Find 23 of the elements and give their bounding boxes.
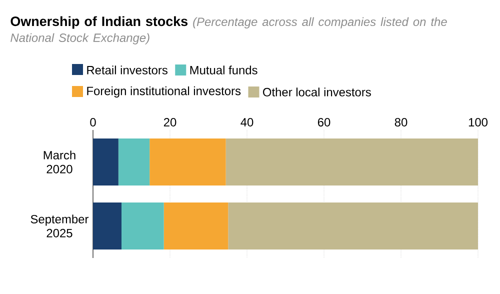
legend-label: Other local investors [262,88,371,96]
bar [118,138,150,186]
y-tick-label: March 2020 [44,150,76,174]
bar [93,138,118,186]
bar [226,138,478,186]
chart-title: Ownership of Indian stocks [10,16,188,29]
bar [121,202,164,250]
x-tick-label: 80 [394,118,408,126]
y-tick-label: September 2025 [30,214,89,238]
x-tick-label: 40 [240,118,254,126]
bar [93,202,122,250]
bar [150,138,226,186]
legend-label: Retail investors [87,66,168,74]
legend-label: Mutual funds [190,66,258,74]
text: National Stock Exchange) [10,33,150,44]
x-tick-label: 20 [164,118,176,126]
text: (Percentage across all companies listed on the [193,17,447,28]
x-tick-label: 0 [90,118,96,126]
bar [228,202,478,250]
bar [164,202,228,250]
x-tick-label: 60 [318,118,330,126]
x-tick-label: 100 [468,118,488,126]
legend-label: Foreign institutional investors [87,86,241,98]
